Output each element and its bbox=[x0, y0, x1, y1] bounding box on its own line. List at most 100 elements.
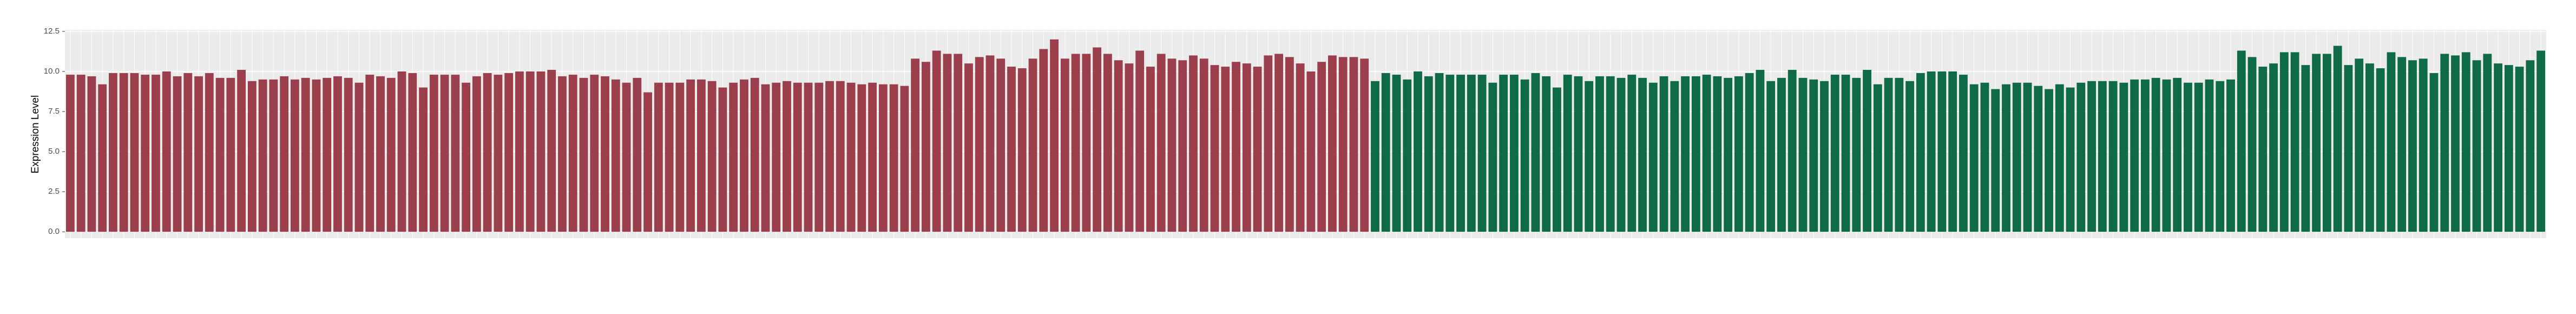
bar bbox=[1156, 54, 1166, 232]
bar bbox=[1424, 76, 1433, 232]
bar bbox=[1873, 84, 1882, 232]
bar bbox=[1210, 65, 1219, 232]
bar bbox=[1135, 50, 1145, 232]
bar bbox=[1798, 77, 1808, 232]
bar bbox=[525, 71, 535, 232]
y-tick-label: 0.0 bbox=[48, 227, 60, 236]
bar bbox=[707, 81, 717, 232]
bar bbox=[2269, 63, 2278, 232]
bar bbox=[1616, 77, 1626, 232]
bar bbox=[2173, 77, 2182, 232]
bar bbox=[2419, 58, 2428, 232]
bar bbox=[1702, 74, 1711, 232]
bar bbox=[964, 63, 973, 232]
bar bbox=[1553, 87, 1561, 232]
bar bbox=[1991, 89, 2000, 232]
bar bbox=[868, 82, 877, 232]
bar bbox=[943, 54, 952, 232]
bar bbox=[301, 77, 310, 232]
bar bbox=[109, 73, 117, 232]
bar bbox=[65, 74, 75, 232]
bar bbox=[665, 82, 674, 232]
bar bbox=[1638, 77, 1647, 232]
bar bbox=[87, 76, 96, 232]
bar bbox=[1884, 77, 1893, 232]
bar bbox=[2045, 89, 2053, 232]
bar bbox=[1221, 67, 1230, 232]
bar bbox=[1895, 77, 1904, 232]
bar bbox=[1189, 55, 1198, 232]
bar bbox=[1167, 58, 1177, 232]
bar bbox=[1745, 73, 1754, 232]
bar bbox=[290, 79, 299, 232]
bar bbox=[1360, 58, 1369, 232]
bar bbox=[793, 82, 802, 232]
bar bbox=[376, 76, 385, 232]
bar bbox=[1488, 82, 1497, 232]
bar bbox=[2301, 65, 2310, 232]
bar bbox=[2034, 86, 2043, 232]
bar bbox=[985, 55, 995, 232]
bar bbox=[1809, 79, 1818, 232]
bar bbox=[2355, 58, 2364, 232]
bar bbox=[2312, 54, 2321, 232]
bar bbox=[889, 84, 898, 232]
bar bbox=[686, 79, 695, 232]
bar bbox=[2472, 60, 2481, 232]
bar bbox=[825, 81, 834, 232]
bar bbox=[911, 58, 920, 232]
bar bbox=[2248, 57, 2257, 232]
bar bbox=[1306, 71, 1316, 232]
bar bbox=[1007, 67, 1016, 232]
bar bbox=[2108, 81, 2118, 232]
bar bbox=[1114, 60, 1123, 232]
bar bbox=[130, 73, 139, 232]
bar bbox=[2205, 79, 2214, 232]
bar bbox=[1039, 49, 1048, 232]
bar bbox=[1627, 74, 1637, 232]
bar bbox=[1927, 71, 1936, 232]
bar bbox=[494, 74, 503, 232]
bar bbox=[2226, 79, 2235, 232]
bar bbox=[1670, 81, 1679, 232]
bar bbox=[258, 79, 267, 232]
bar bbox=[718, 87, 727, 232]
bar bbox=[1585, 81, 1594, 232]
bar bbox=[601, 76, 609, 232]
bar bbox=[333, 76, 342, 232]
bar bbox=[2098, 81, 2107, 232]
bar bbox=[1959, 74, 1968, 232]
bar bbox=[1296, 63, 1305, 232]
bar bbox=[2387, 52, 2396, 232]
bar bbox=[2440, 54, 2449, 232]
bar bbox=[804, 82, 813, 232]
bar bbox=[1713, 76, 1722, 232]
bar bbox=[1777, 77, 1786, 232]
bar bbox=[1232, 62, 1240, 232]
y-tick-label: 12.5 bbox=[44, 27, 60, 36]
bar bbox=[280, 76, 289, 232]
bar bbox=[141, 74, 150, 232]
bar bbox=[568, 74, 577, 232]
bar bbox=[2536, 50, 2546, 232]
bar bbox=[1028, 58, 1037, 232]
bar bbox=[2494, 63, 2502, 232]
bar bbox=[1017, 68, 1027, 232]
bar bbox=[1734, 76, 1743, 232]
bar bbox=[954, 54, 963, 232]
bar bbox=[761, 84, 770, 232]
bar bbox=[783, 81, 791, 232]
bar bbox=[2290, 52, 2299, 232]
bar bbox=[462, 82, 471, 232]
bar bbox=[312, 79, 321, 232]
bar bbox=[1916, 73, 1925, 232]
bar bbox=[1648, 82, 1658, 232]
bar bbox=[408, 73, 417, 232]
bar bbox=[1414, 71, 1422, 232]
bar bbox=[1050, 39, 1059, 232]
bar bbox=[1499, 74, 1508, 232]
bar bbox=[215, 77, 225, 232]
bar bbox=[2023, 82, 2032, 232]
bar bbox=[2055, 84, 2064, 232]
